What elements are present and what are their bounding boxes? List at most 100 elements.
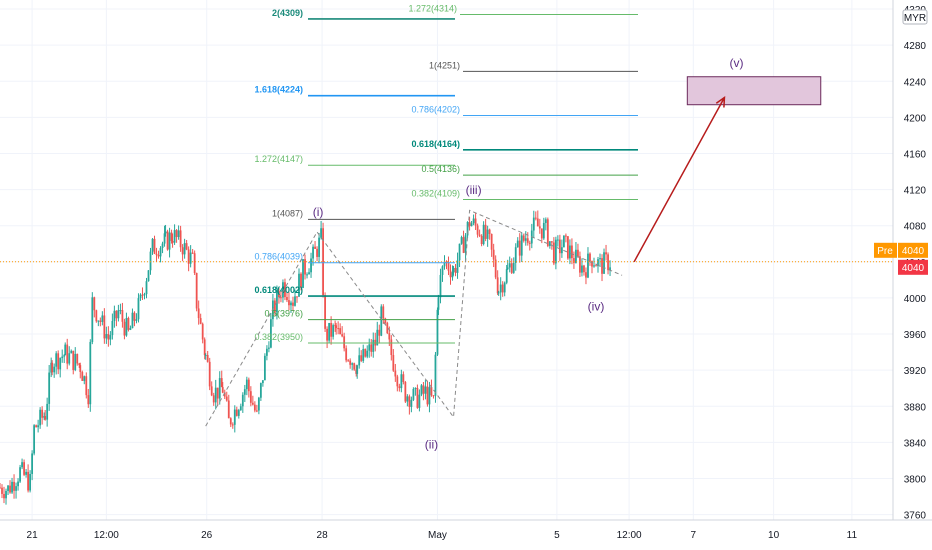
candle-body bbox=[105, 334, 108, 339]
candle-body bbox=[221, 387, 224, 393]
candle-body bbox=[149, 251, 152, 271]
candle-body bbox=[410, 399, 413, 407]
candle-body bbox=[514, 247, 517, 263]
candle-body bbox=[439, 274, 442, 298]
candle-body bbox=[441, 266, 444, 275]
y-tick-label: 3960 bbox=[904, 330, 927, 341]
candle-body bbox=[304, 259, 306, 275]
candle-body bbox=[412, 388, 415, 400]
candle-body bbox=[378, 329, 381, 336]
candle-body bbox=[372, 339, 375, 352]
candle-body bbox=[210, 386, 213, 396]
candle-body bbox=[358, 355, 361, 366]
x-tick-label: 28 bbox=[317, 530, 329, 541]
candle-body bbox=[280, 297, 282, 299]
candle-body bbox=[437, 297, 440, 310]
candle-body bbox=[39, 409, 42, 426]
candle-body bbox=[203, 339, 206, 356]
y-tick-label: 4200 bbox=[904, 113, 927, 124]
x-tick-label: 10 bbox=[768, 530, 780, 541]
candle-body bbox=[474, 218, 477, 226]
candle-body bbox=[548, 241, 551, 246]
y-tick-label: 3800 bbox=[904, 474, 927, 485]
candle-body bbox=[316, 248, 318, 257]
candle-body bbox=[414, 387, 417, 389]
candle-body bbox=[468, 221, 471, 227]
target-zone-box[interactable] bbox=[686, 76, 822, 106]
candle-body bbox=[400, 374, 403, 389]
candle-body bbox=[418, 394, 421, 408]
candle-body bbox=[153, 238, 156, 254]
candle-body bbox=[337, 328, 340, 330]
wave-label: (v) bbox=[729, 56, 743, 70]
candle-body bbox=[356, 365, 359, 374]
x-tick-label: 11 bbox=[847, 530, 858, 541]
fib-level-label: 1.272(4314) bbox=[408, 3, 457, 13]
candle-body bbox=[390, 339, 393, 356]
candle-body bbox=[538, 226, 541, 229]
candle-body bbox=[447, 262, 450, 271]
candle-body bbox=[135, 319, 138, 321]
candle-body bbox=[605, 252, 607, 255]
candle-body bbox=[318, 237, 320, 257]
candle-body bbox=[155, 253, 158, 256]
candle-body bbox=[362, 348, 365, 361]
currency-label: MYR bbox=[904, 13, 926, 24]
candle-body bbox=[137, 298, 140, 320]
candle-body bbox=[37, 425, 40, 428]
candle-body bbox=[492, 249, 495, 260]
candle-body bbox=[64, 344, 67, 356]
candle-body bbox=[181, 247, 184, 255]
candle-body bbox=[428, 387, 431, 405]
time-axis-bg bbox=[0, 520, 932, 550]
fib-level-label: 0.618(4164) bbox=[411, 139, 460, 149]
y-tick-label: 4000 bbox=[904, 294, 927, 305]
candle-body bbox=[253, 404, 256, 411]
candle-body bbox=[241, 394, 244, 407]
candle-body bbox=[508, 263, 511, 268]
candle-body bbox=[145, 281, 148, 295]
candle-body bbox=[159, 248, 162, 257]
candle-body bbox=[204, 354, 207, 356]
candle-body bbox=[83, 376, 86, 381]
wave-label: (i) bbox=[313, 205, 324, 219]
candle-body bbox=[528, 242, 531, 244]
candle-body bbox=[351, 363, 354, 365]
candle-body bbox=[141, 294, 144, 296]
candle-body bbox=[585, 272, 587, 278]
x-tick-label: 7 bbox=[691, 530, 697, 541]
candle-body bbox=[216, 387, 219, 399]
candle-body bbox=[185, 243, 188, 250]
candle-body bbox=[394, 370, 397, 377]
y-tick-label: 4080 bbox=[904, 222, 927, 233]
candle-body bbox=[454, 267, 457, 273]
candle-body bbox=[451, 272, 454, 278]
candle-body bbox=[583, 265, 585, 273]
candle-body bbox=[93, 297, 96, 311]
candle-body bbox=[462, 237, 465, 253]
candle-body bbox=[166, 231, 169, 250]
candle-body bbox=[518, 240, 521, 256]
candle-body bbox=[183, 243, 186, 255]
currency-badge[interactable] bbox=[902, 9, 928, 25]
candle-body bbox=[552, 242, 555, 264]
candle-body bbox=[335, 325, 338, 329]
candle-body bbox=[339, 328, 342, 335]
fib-level-label: 2(4309) bbox=[272, 8, 303, 18]
candle-body bbox=[19, 467, 21, 482]
fib-level-label: 0.786(4039) bbox=[254, 252, 303, 262]
candle-body bbox=[63, 355, 66, 357]
candle-body bbox=[310, 258, 312, 273]
candle-body bbox=[577, 249, 579, 257]
candle-body bbox=[499, 284, 502, 293]
candle-body bbox=[349, 360, 352, 365]
candle-body bbox=[111, 320, 114, 336]
candle-body bbox=[420, 385, 423, 395]
candle-body bbox=[109, 335, 112, 340]
candle-body bbox=[218, 378, 221, 399]
candle-body bbox=[503, 282, 506, 293]
candle-body bbox=[534, 217, 537, 219]
candle-body bbox=[29, 473, 32, 491]
candle-body bbox=[434, 354, 437, 396]
